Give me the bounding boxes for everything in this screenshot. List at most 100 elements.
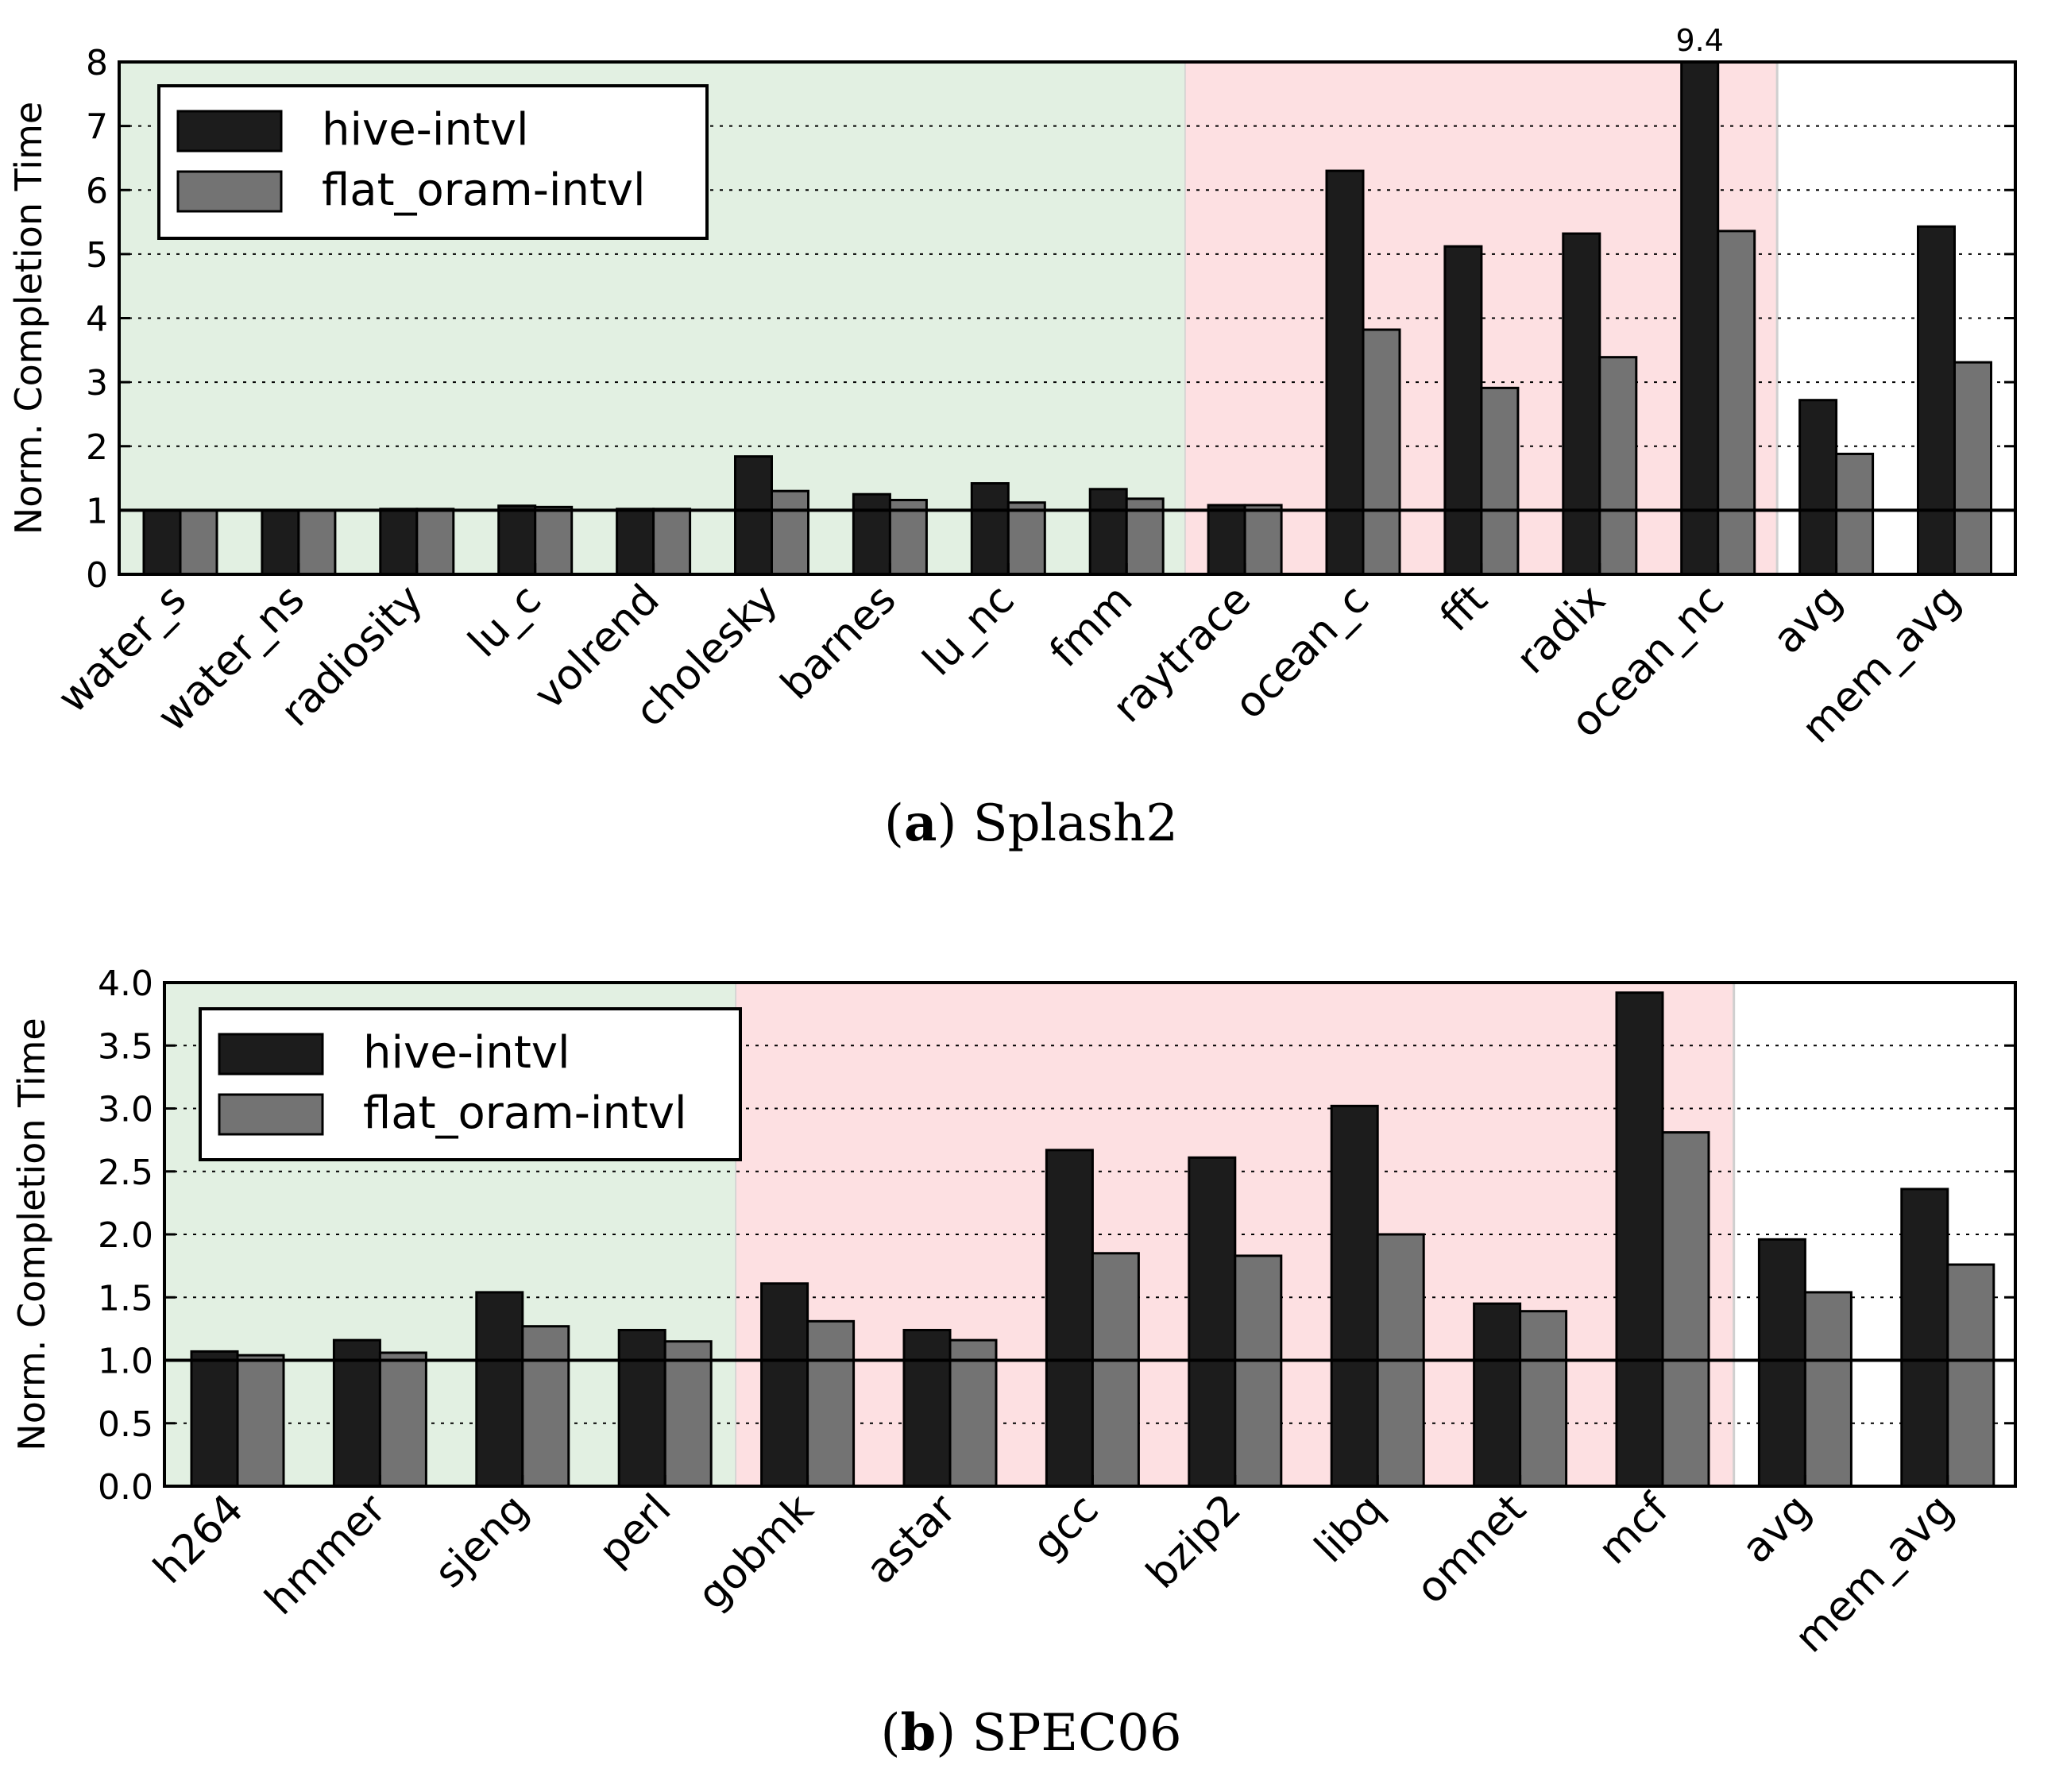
bar-hive-intvl <box>1615 991 1664 1488</box>
legend-label-flat_oram-intvl: flat_oram-intvl <box>363 1087 687 1139</box>
bar-flat_oram-intvl <box>1234 1254 1283 1488</box>
y-tick-label: 8 <box>86 43 108 83</box>
caption-paren: ) <box>936 1704 972 1763</box>
y-tick-label: 3 <box>86 363 108 404</box>
bar-flat_oram-intvl <box>521 1325 570 1488</box>
bar-flat_oram-intvl <box>1519 1310 1568 1488</box>
bar-hive-intvl <box>1045 1149 1094 1488</box>
bar-flat_oram-intvl <box>1946 1263 1995 1488</box>
caption-paren: ( <box>884 794 904 853</box>
bar-flat_oram-intvl <box>948 1338 998 1488</box>
bar-flat_oram-intvl <box>415 508 455 576</box>
bar-flat_oram-intvl <box>1661 1131 1710 1488</box>
y-axis-label: Norm. Completion Time <box>10 1018 53 1450</box>
bar-value-annotation: 9.4 <box>1675 23 1723 58</box>
y-tick-label: 1.0 <box>98 1342 153 1382</box>
bar-hive-intvl <box>332 1338 381 1488</box>
bar-hive-intvl <box>1562 232 1601 576</box>
bar-flat_oram-intvl <box>297 508 337 576</box>
bar-hive-intvl <box>1917 225 1956 576</box>
caption-text: Splash2 <box>973 794 1178 853</box>
bar-hive-intvl <box>970 482 1010 576</box>
x-tick-label: sjeng <box>426 1485 538 1597</box>
caption-text: SPEC06 <box>972 1704 1182 1763</box>
bar-hive-intvl <box>379 508 419 576</box>
x-tick-label: lu_c <box>459 576 551 667</box>
x-tick-label: gobmk <box>689 1485 823 1620</box>
x-tick-label: h264 <box>145 1485 253 1593</box>
y-tick-label: 3.5 <box>98 1026 153 1067</box>
legend-label-hive-intvl: hive-intvl <box>322 104 529 156</box>
x-tick-label: hmmer <box>256 1485 396 1624</box>
y-tick-label: 4 <box>86 299 108 340</box>
bar-flat_oram-intvl <box>652 508 692 576</box>
x-tick-label: avg <box>1764 576 1852 663</box>
bar-hive-intvl <box>1088 488 1128 576</box>
y-tick-label: 2.0 <box>98 1215 153 1256</box>
figure-caption: (a) Splash2 <box>884 794 1178 853</box>
bar-hive-intvl <box>475 1291 524 1488</box>
bar-hive-intvl <box>1330 1104 1379 1488</box>
bar-hive-intvl <box>497 504 537 576</box>
bar-hive-intvl <box>1473 1302 1522 1488</box>
caption-label: b <box>900 1703 936 1763</box>
legend-label-hive-intvl: hive-intvl <box>363 1027 570 1079</box>
x-tick-label: radix <box>1508 576 1615 683</box>
bar-flat_oram-intvl <box>663 1340 713 1488</box>
bar-hive-intvl <box>261 508 300 576</box>
legend-swatch-hive-intvl <box>218 1033 324 1076</box>
bar-flat_oram-intvl <box>1091 1252 1140 1488</box>
bar-hive-intvl <box>142 508 182 576</box>
y-tick-label: 6 <box>86 171 108 211</box>
bar-hive-intvl <box>1757 1238 1806 1488</box>
caption-paren: ( <box>880 1704 900 1763</box>
bar-flat_oram-intvl <box>534 505 574 576</box>
y-tick-label: 2.5 <box>98 1153 153 1193</box>
bar-hive-intvl <box>1680 60 1720 576</box>
bar-flat_oram-intvl <box>888 498 928 576</box>
bar-flat_oram-intvl <box>179 508 218 576</box>
bar-flat_oram-intvl <box>236 1354 285 1488</box>
caption-paren: ) <box>937 794 972 853</box>
x-tick-label: omnet <box>1408 1485 1536 1613</box>
x-tick-label: gcc <box>1023 1485 1107 1570</box>
y-tick-label: 0.0 <box>98 1467 153 1508</box>
bar-flat_oram-intvl <box>378 1351 427 1488</box>
bar-hive-intvl <box>1798 399 1838 576</box>
bar-flat_oram-intvl <box>1243 504 1283 576</box>
bar-hive-intvl <box>616 508 655 576</box>
bar-flat_oram-intvl <box>1006 501 1046 576</box>
bar-hive-intvl <box>1188 1156 1237 1488</box>
x-tick-label: libq <box>1306 1485 1393 1573</box>
y-tick-label: 4.0 <box>98 964 153 1004</box>
legend-swatch-hive-intvl <box>176 110 283 153</box>
bar-hive-intvl <box>190 1350 239 1488</box>
y-tick-label: 1.5 <box>98 1278 153 1319</box>
bar-flat_oram-intvl <box>1480 386 1520 576</box>
figure-caption: (b) SPEC06 <box>880 1703 1181 1763</box>
x-tick-label: mcf <box>1590 1485 1679 1574</box>
x-tick-label: lu_nc <box>914 576 1024 686</box>
bar-flat_oram-intvl <box>771 489 809 576</box>
x-tick-label: barnes <box>772 576 906 709</box>
bar-hive-intvl <box>617 1328 666 1488</box>
bar-hive-intvl <box>1443 245 1483 576</box>
x-tick-label: fmm <box>1041 576 1142 677</box>
bar-hive-intvl <box>760 1282 809 1488</box>
x-tick-label: fft <box>1431 576 1497 641</box>
bar-flat_oram-intvl <box>806 1319 856 1488</box>
x-tick-label: avg <box>1733 1485 1821 1573</box>
y-tick-label: 0.5 <box>98 1404 153 1445</box>
y-tick-label: 2 <box>86 427 108 468</box>
y-tick-label: 1 <box>86 491 108 531</box>
y-axis-label: Norm. Completion Time <box>7 102 50 535</box>
bar-hive-intvl <box>1207 504 1246 576</box>
bar-flat_oram-intvl <box>1598 356 1638 576</box>
x-tick-label: astar <box>857 1485 966 1593</box>
x-tick-label: perl <box>590 1485 681 1576</box>
bar-hive-intvl <box>734 455 773 576</box>
bar-flat_oram-intvl <box>1717 230 1756 576</box>
caption-label: a <box>904 794 937 853</box>
